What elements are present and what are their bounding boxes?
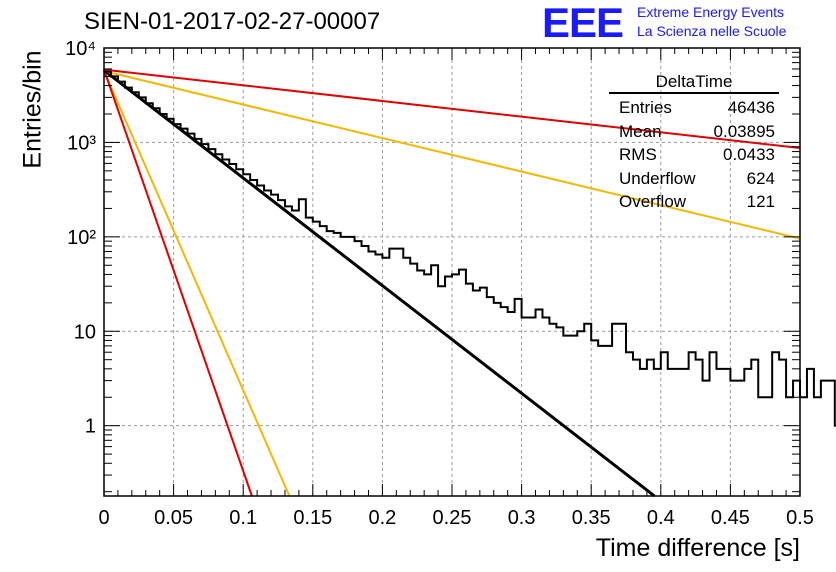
chart-title: SIEN-01-2017-02-27-00007 <box>84 8 381 35</box>
y-tick-label: 10 <box>74 321 96 343</box>
grid <box>104 48 800 496</box>
stats-label: Underflow <box>619 168 696 188</box>
stats-row: Overflow 121 <box>609 190 779 214</box>
fit-curves <box>103 68 801 498</box>
stats-box: DeltaTime Entries 46436 Mean 0.03895 RMS… <box>609 72 779 214</box>
x-tick-label: 0 <box>98 507 109 529</box>
fit-line <box>103 69 656 498</box>
x-tick-label: 0.4 <box>647 507 675 529</box>
x-tick-label: 0.45 <box>711 507 750 529</box>
x-tick-label: 0.25 <box>433 507 472 529</box>
y-tick-label: 10³ <box>67 132 96 154</box>
fit-line <box>103 70 291 497</box>
x-tick-label: 0.1 <box>229 507 257 529</box>
stats-title: DeltaTime <box>609 72 779 94</box>
eee-logo: EEE <box>542 0 624 46</box>
x-tick-label: 0.5 <box>786 507 814 529</box>
stats-row: Mean 0.03895 <box>609 120 779 144</box>
y-axis-label: Entries/bin <box>18 50 47 169</box>
fit-line <box>103 68 801 149</box>
logo-line1: Extreme Energy Events <box>637 4 785 20</box>
stats-row: RMS 0.0433 <box>609 143 779 167</box>
x-tick-label: 0.35 <box>572 507 611 529</box>
stats-row: Underflow 624 <box>609 167 779 191</box>
y-tick-label: 1 <box>85 416 96 438</box>
stats-value: 0.0433 <box>723 145 775 164</box>
fit-line <box>103 69 253 497</box>
stats-label: RMS <box>619 145 657 164</box>
x-tick-label: 0.05 <box>154 507 193 529</box>
stats-value: 0.03895 <box>713 121 775 141</box>
stats-label: Overflow <box>619 192 687 211</box>
x-tick-label: 0.2 <box>368 507 396 529</box>
stats-value: 121 <box>746 192 775 211</box>
x-tick-label: 0.3 <box>508 507 536 529</box>
histogram-outline <box>104 70 836 427</box>
stats-value: 624 <box>746 168 775 188</box>
stats-row: Entries 46436 <box>609 96 779 120</box>
y-tick-label: 10⁴ <box>65 38 96 60</box>
x-axis-label: Time difference [s] <box>595 534 800 562</box>
logo-line2: La Scienza nelle Scuole <box>637 23 787 39</box>
fit-line <box>103 70 801 240</box>
stats-label: Mean <box>619 121 662 141</box>
stats-value: 46436 <box>727 98 775 117</box>
x-tick-label: 0.15 <box>293 507 332 529</box>
y-tick-label: 10² <box>67 227 96 249</box>
histogram <box>104 70 836 427</box>
axis-ticks: 0 0.05 0.1 0.15 0.2 0.25 0.3 0.35 0.4 0.45 0.5 1 10 1… <box>65 38 814 529</box>
stats-label: Entries <box>619 98 672 117</box>
